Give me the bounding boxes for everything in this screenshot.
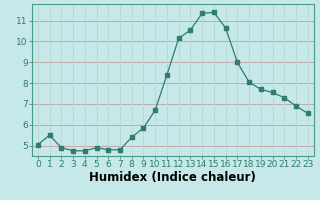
X-axis label: Humidex (Indice chaleur): Humidex (Indice chaleur) bbox=[89, 171, 256, 184]
